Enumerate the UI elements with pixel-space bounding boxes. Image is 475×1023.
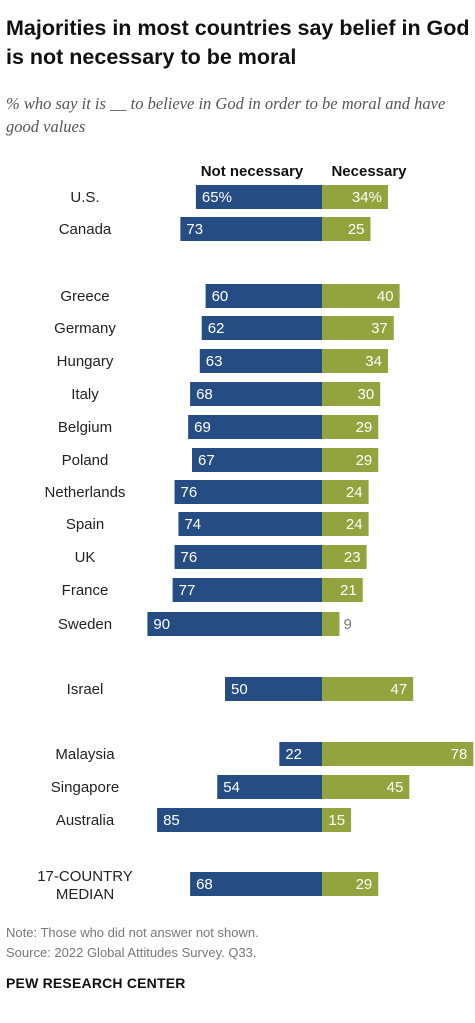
category-label: Israel <box>67 681 104 698</box>
bar-not-necessary <box>205 284 322 308</box>
bar-necessary <box>322 480 369 504</box>
value-label-not-necessary: 73 <box>186 221 203 238</box>
category-label: France <box>62 582 109 599</box>
category-label: Belgium <box>58 419 112 436</box>
value-label-not-necessary: 74 <box>184 516 201 533</box>
value-label-necessary: 29 <box>356 419 373 436</box>
bar-not-necessary <box>178 512 322 536</box>
bar-necessary <box>322 545 367 569</box>
legend-not-necessary: Not necessary <box>201 163 304 180</box>
value-label-not-necessary: 69 <box>194 419 211 436</box>
bar-not-necessary <box>217 775 322 799</box>
value-label-not-necessary: 76 <box>181 549 198 566</box>
chart-title: Majorities in most countries say belief … <box>6 16 470 69</box>
value-label-necessary: 40 <box>377 288 394 305</box>
value-label-not-necessary: 68 <box>196 386 213 403</box>
category-label: Hungary <box>57 353 114 370</box>
value-label-necessary: 30 <box>358 386 375 403</box>
category-label: Greece <box>60 288 109 305</box>
bar-not-necessary <box>225 677 322 701</box>
bar-necessary <box>322 872 379 896</box>
value-label-necessary: 45 <box>387 779 404 796</box>
category-label: Germany <box>54 320 116 337</box>
value-label-not-necessary: 50 <box>231 681 248 698</box>
bar-not-necessary <box>190 382 322 406</box>
category-label: 17-COUNTRY MEDIAN <box>37 868 133 903</box>
value-label-necessary: 25 <box>348 221 365 238</box>
bar-necessary <box>322 382 381 406</box>
bar-not-necessary <box>147 612 322 636</box>
bar-necessary <box>322 512 369 536</box>
chart-subtitle: % who say it is __ to believe in God in … <box>6 94 446 136</box>
value-label-not-necessary: 62 <box>208 320 225 337</box>
bar-necessary <box>322 415 379 439</box>
bar-not-necessary <box>188 415 322 439</box>
value-label-necessary: 21 <box>340 582 357 599</box>
bar-necessary <box>322 677 414 701</box>
value-label-not-necessary: 67 <box>198 452 215 469</box>
value-label-not-necessary: 85 <box>163 812 180 829</box>
value-label-necessary: 47 <box>390 681 407 698</box>
category-label: Netherlands <box>45 484 126 501</box>
bar-not-necessary <box>157 808 322 832</box>
value-label-necessary: 9 <box>343 616 351 633</box>
category-label: Sweden <box>58 616 112 633</box>
bar-not-necessary <box>190 872 322 896</box>
value-label-necessary: 29 <box>356 876 373 893</box>
bar-not-necessary <box>180 217 322 241</box>
bar-not-necessary <box>192 448 322 472</box>
category-label: Canada <box>59 221 112 238</box>
value-label-not-necessary: 22 <box>285 746 302 763</box>
value-label-necessary: 24 <box>346 484 363 501</box>
bar-not-necessary <box>201 316 322 340</box>
bar-not-necessary <box>172 578 322 602</box>
bar-necessary <box>322 775 410 799</box>
bar-necessary <box>322 316 394 340</box>
bar-not-necessary <box>199 349 322 373</box>
value-label-necessary: 23 <box>344 549 361 566</box>
category-label: Malaysia <box>55 746 115 763</box>
bar-necessary <box>322 742 474 766</box>
value-label-necessary: 34% <box>352 189 382 206</box>
bar-not-necessary <box>174 480 322 504</box>
diverging-bar-chart: Not necessary Necessary U.S. 65% 34% Canada… <box>37 163 474 903</box>
bar-necessary <box>322 448 379 472</box>
value-label-not-necessary: 68 <box>196 876 213 893</box>
value-label-not-necessary: 63 <box>206 353 223 370</box>
value-label-not-necessary: 90 <box>153 616 170 633</box>
value-label-necessary: 37 <box>371 320 388 337</box>
category-label: Italy <box>71 386 99 403</box>
value-label-necessary: 24 <box>346 516 363 533</box>
value-label-not-necessary: 65% <box>202 189 232 206</box>
value-label-necessary: 29 <box>356 452 373 469</box>
value-label-not-necessary: 54 <box>223 779 240 796</box>
value-label-not-necessary: 76 <box>181 484 198 501</box>
bar-not-necessary <box>174 545 322 569</box>
bar-not-necessary <box>195 185 322 209</box>
chart-source: Source: 2022 Global Attitudes Survey. Q3… <box>6 945 257 960</box>
category-label: Singapore <box>51 779 119 796</box>
bar-necessary <box>322 217 371 241</box>
value-label-necessary: 78 <box>451 746 468 763</box>
bar-necessary <box>322 578 363 602</box>
category-label: Australia <box>56 812 115 829</box>
bar-necessary <box>322 284 400 308</box>
bar-not-necessary <box>279 742 322 766</box>
value-label-necessary: 34 <box>365 353 382 370</box>
pew-logo-text: PEW RESEARCH CENTER <box>6 975 186 991</box>
value-label-necessary: 15 <box>328 812 345 829</box>
category-label: Spain <box>66 516 104 533</box>
value-label-not-necessary: 77 <box>179 582 196 599</box>
bar-necessary <box>322 808 352 832</box>
category-label: U.S. <box>70 189 99 206</box>
value-label-not-necessary: 60 <box>212 288 229 305</box>
legend-necessary: Necessary <box>331 163 407 180</box>
bar-rows: U.S. 65% 34% Canada 73 25 Greece 60 40 Germany 62 3… <box>37 185 474 903</box>
bar-necessary <box>322 349 388 373</box>
category-label: UK <box>75 549 96 566</box>
category-label: Poland <box>62 452 109 469</box>
bar-necessary <box>322 185 388 209</box>
bar-necessary <box>322 612 340 636</box>
chart-note: Note: Those who did not answer not shown… <box>6 925 259 940</box>
